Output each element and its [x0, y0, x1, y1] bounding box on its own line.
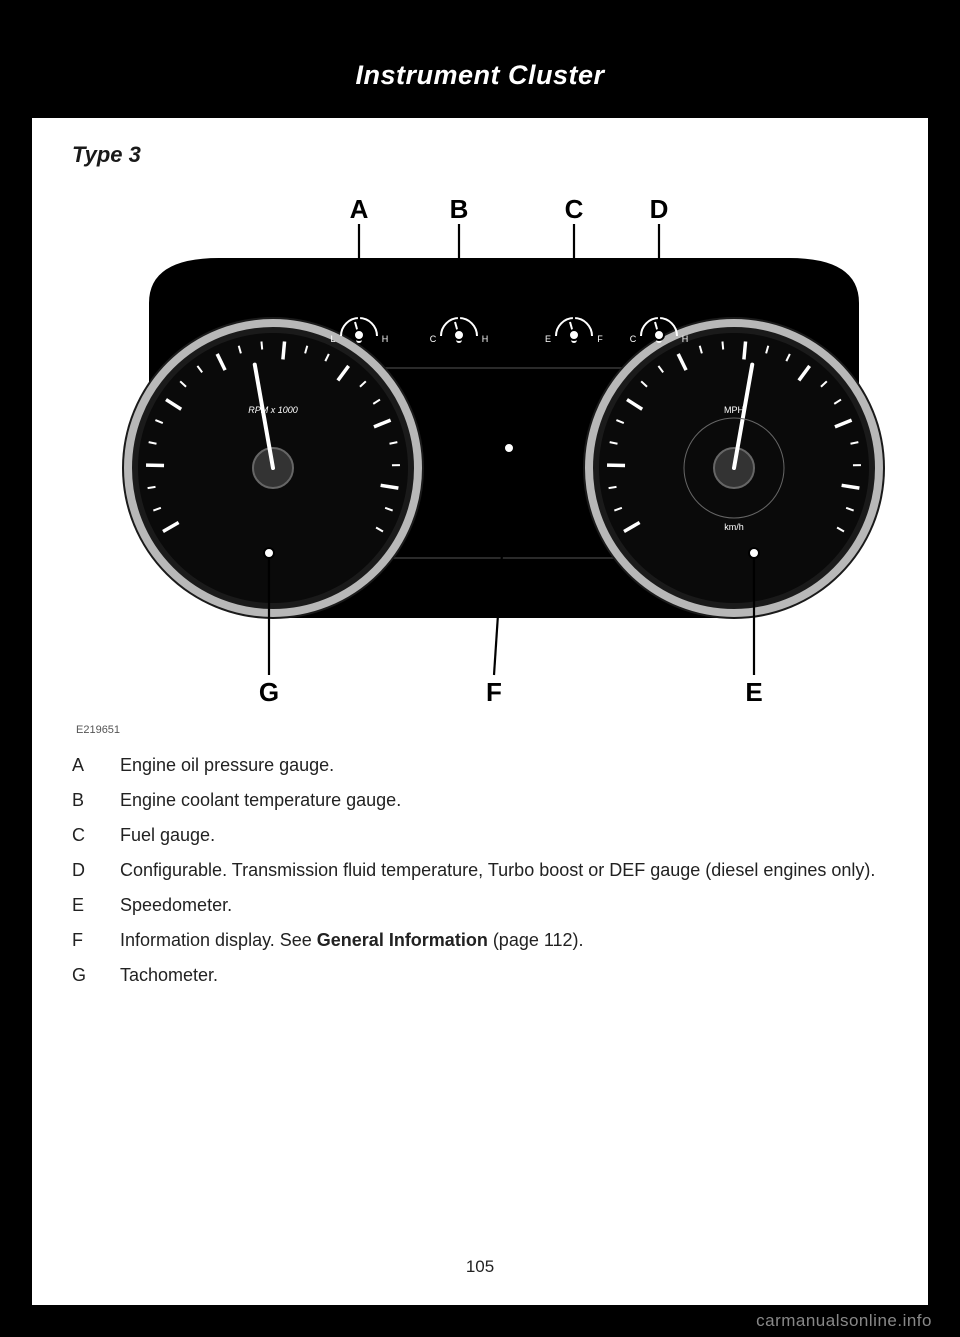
page-number: 105 — [32, 1257, 928, 1277]
legend-text: Information display. See General Informa… — [120, 927, 896, 954]
callout-D: D — [650, 194, 669, 224]
callout-A: A — [350, 194, 369, 224]
legend-letter: A — [72, 752, 120, 779]
svg-text:RPM x 1000: RPM x 1000 — [248, 405, 298, 415]
legend-text: Configurable. Transmission fluid tempera… — [120, 857, 896, 884]
legend-letter: B — [72, 787, 120, 814]
svg-text:H: H — [682, 334, 689, 344]
crop-mark-tl — [12, 32, 30, 62]
svg-text:C: C — [430, 334, 437, 344]
legend-letter: C — [72, 822, 120, 849]
legend-row-F: FInformation display. See General Inform… — [72, 927, 896, 954]
chapter-header: Instrument Cluster — [32, 32, 928, 118]
legend-row-B: BEngine coolant temperature gauge. — [72, 787, 896, 814]
legend-letter: E — [72, 892, 120, 919]
legend-text: Engine coolant temperature gauge. — [120, 787, 896, 814]
callout-B: B — [450, 194, 469, 224]
page-frame: Instrument Cluster Type 3 RPM x 1000 MPH k… — [32, 32, 928, 1305]
figure-id: E219651 — [76, 724, 896, 736]
svg-text:MPH: MPH — [724, 405, 744, 415]
legend-row-G: GTachometer. — [72, 962, 896, 989]
legend-text: Tachometer. — [120, 962, 896, 989]
svg-text:F: F — [597, 334, 603, 344]
legend-text: Speedometer. — [120, 892, 896, 919]
svg-text:L: L — [330, 334, 335, 344]
callout-legend: AEngine oil pressure gauge.BEngine coola… — [72, 752, 896, 989]
crop-mark-bl — [12, 1275, 30, 1305]
callout-C: C — [565, 194, 584, 224]
section-heading: Type 3 — [72, 142, 896, 168]
legend-text: Fuel gauge. — [120, 822, 896, 849]
legend-row-D: DConfigurable. Transmission fluid temper… — [72, 857, 896, 884]
callout-E: E — [745, 677, 762, 707]
legend-text: Engine oil pressure gauge. — [120, 752, 896, 779]
chapter-title: Instrument Cluster — [355, 60, 604, 91]
svg-text:H: H — [482, 334, 489, 344]
legend-row-A: AEngine oil pressure gauge. — [72, 752, 896, 779]
callout-F: F — [486, 677, 502, 707]
legend-row-C: CFuel gauge. — [72, 822, 896, 849]
svg-text:H: H — [382, 334, 389, 344]
svg-text:E: E — [545, 334, 551, 344]
cluster-diagram: RPM x 1000 MPH km/h L H C H E F C H A B C D G F E — [79, 188, 889, 718]
legend-letter: G — [72, 962, 120, 989]
page-content: Type 3 RPM x 1000MPHkm/hLHCHEFCHABCDGFE … — [32, 118, 928, 1007]
legend-letter: F — [72, 927, 120, 954]
callout-G: G — [259, 677, 279, 707]
legend-letter: D — [72, 857, 120, 884]
watermark: carmanualsonline.info — [756, 1311, 932, 1331]
svg-text:C: C — [630, 334, 637, 344]
svg-text:km/h: km/h — [724, 522, 744, 532]
legend-row-E: ESpeedometer. — [72, 892, 896, 919]
